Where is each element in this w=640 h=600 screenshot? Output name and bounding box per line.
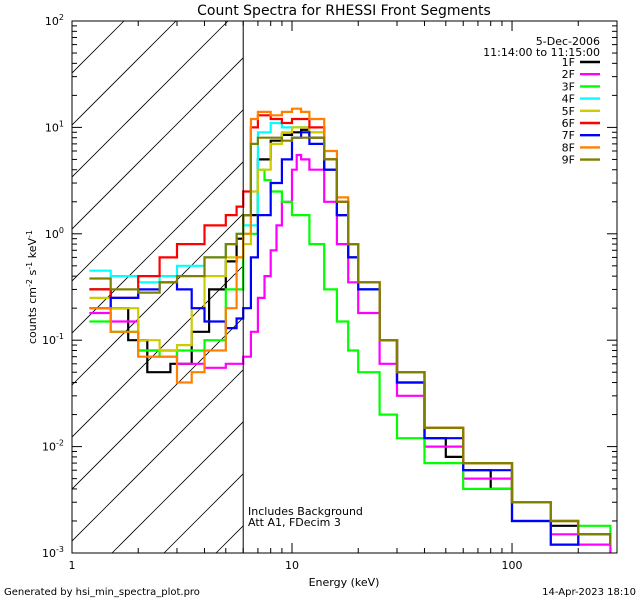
x-tick-label: 100 — [502, 559, 523, 572]
legend-label-1f: 1F — [562, 56, 575, 69]
y-tick-label-base: 10 — [45, 15, 59, 28]
hatch-line — [72, 21, 281, 230]
series-line-9f — [89, 136, 612, 545]
y-axis-label-mid2: keV — [26, 238, 39, 262]
x-axis-label: Energy (keV) — [309, 576, 380, 589]
legend-label-5f: 5F — [562, 105, 575, 118]
y-tick-label-base: 10 — [42, 334, 56, 347]
legend-label-9f: 9F — [562, 154, 575, 167]
footer-generated-by: Generated by hsi_min_spectra_plot.pro — [4, 587, 200, 598]
plot-frame — [71, 20, 618, 554]
series-line-2f — [89, 153, 612, 553]
y-tick-label: 102 — [45, 13, 64, 28]
y-axis-label-base: counts cm — [26, 287, 39, 344]
y-axis-label-exp2: -1 — [25, 262, 34, 270]
footer-timestamp: 14-Apr-2023 18:10 — [542, 587, 636, 598]
hatch-line — [72, 21, 177, 126]
y-tick-label-base: 10 — [42, 441, 56, 454]
y-axis-label-exp1: -2 — [25, 279, 34, 287]
legend-label-8f: 8F — [562, 141, 575, 154]
y-axis-label-mid1: s — [26, 269, 39, 278]
date-annotation: 5-Dec-2006 — [536, 35, 600, 48]
y-tick-label: 101 — [45, 119, 64, 134]
y-tick-label: 10-1 — [42, 332, 64, 347]
hatch-line — [72, 21, 125, 74]
series-layer — [89, 107, 612, 553]
y-tick-label-exponent: -2 — [56, 439, 64, 448]
y-tick-label: 10-3 — [42, 545, 64, 560]
y-tick-label-exponent: 2 — [59, 13, 64, 22]
series-line-3f — [89, 168, 612, 546]
background-annotation: Includes Background — [248, 505, 363, 518]
y-tick-label-base: 10 — [45, 228, 59, 241]
time-annotation: 11:14:00 to 11:15:00 — [483, 46, 600, 59]
x-tick-label: 1 — [69, 559, 76, 572]
y-tick-label-base: 10 — [45, 121, 59, 134]
hatch-mask — [243, 21, 617, 553]
legend-label-6f: 6F — [562, 117, 575, 130]
hatch-region — [72, 21, 617, 553]
y-tick-label-exponent: -3 — [56, 545, 64, 554]
x-tick-label: 10 — [285, 559, 299, 572]
chart-title: Count Spectra for RHESSI Front Segments — [197, 3, 491, 19]
y-tick-label-exponent: 1 — [59, 119, 64, 128]
hatch-line — [72, 21, 229, 178]
legend-label-4f: 4F — [562, 93, 575, 106]
y-tick-label-base: 10 — [42, 547, 56, 560]
y-axis-label: counts cm-2 s-1 keV-1 — [25, 230, 39, 344]
y-tick-label-exponent: -1 — [56, 332, 64, 341]
y-axis-label-exp3: -1 — [25, 230, 34, 238]
y-tick-label: 10-2 — [42, 439, 64, 454]
legend-label-2f: 2F — [562, 68, 575, 81]
legend-label-3f: 3F — [562, 80, 575, 93]
legend-label-7f: 7F — [562, 129, 575, 142]
attenuator-annotation: Att A1, FDecim 3 — [248, 516, 341, 529]
y-tick-label-exponent: 0 — [59, 226, 64, 235]
y-tick-label: 100 — [45, 226, 64, 241]
